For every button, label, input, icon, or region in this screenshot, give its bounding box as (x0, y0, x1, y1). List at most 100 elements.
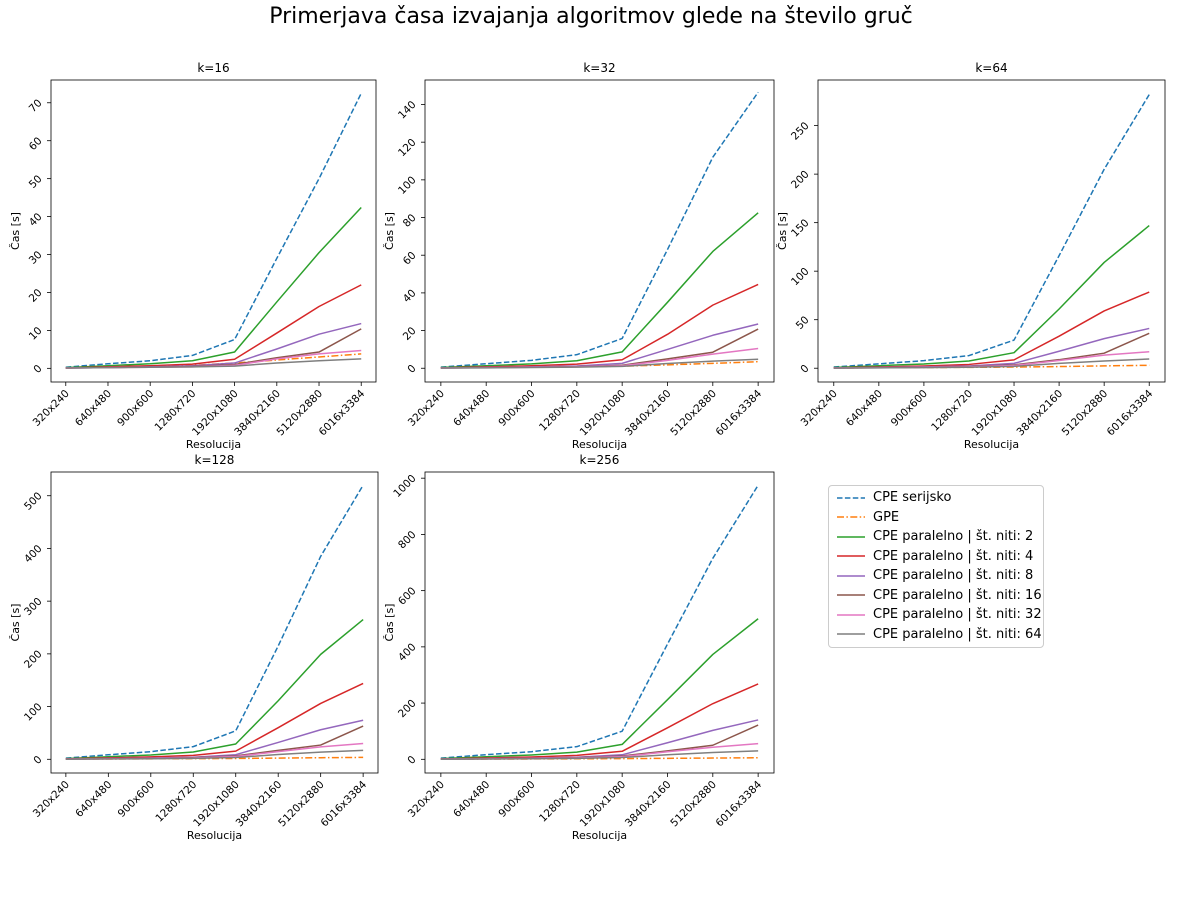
x-tick-label: 1280x720 (929, 388, 975, 434)
y-tick-label: 20 (401, 325, 419, 343)
y-tick-label: 800 (396, 529, 419, 552)
legend-entry: GPE (829, 508, 1043, 528)
x-tick-label: 640x480 (451, 779, 492, 820)
x-tick-label: 6016x3384 (319, 778, 370, 829)
y-tick-label: 80 (401, 212, 419, 230)
x-tick-label: 900x600 (116, 779, 157, 820)
x-tick-label: 1280x720 (537, 388, 583, 434)
y-tick-label: 100 (22, 701, 45, 724)
y-tick-label: 50 (794, 314, 812, 332)
chart-title: k=256 (580, 453, 620, 467)
chart-panel-2: k=64 0 50 100 150 200 250 320x240 640x480 900x600… (776, 61, 1166, 451)
x-tick-label: 3840x2160 (623, 779, 674, 830)
x-tick-label: 900x600 (496, 779, 537, 820)
plot-frame (50, 79, 377, 383)
y-tick-label: 150 (789, 217, 812, 240)
legend-label: CPE paralelno | št. niti: 2 (873, 529, 1034, 545)
x-tick-label: 6016x3384 (317, 387, 368, 438)
plot-frame (50, 471, 379, 774)
chart-panel-3: k=128 0 100 200 300 400 500 320x240 640x480 900x6… (9, 453, 379, 842)
chart-title: k=32 (583, 61, 615, 75)
plot-frame (424, 79, 775, 383)
x-tick-label: 1920x1080 (969, 388, 1020, 439)
series-line-7 (65, 749, 364, 760)
chart-title: k=128 (195, 453, 235, 467)
series-line-0 (65, 92, 362, 368)
y-tick-label: 0 (31, 754, 44, 767)
legend-entry: CPE paralelno | št. niti: 2 (829, 527, 1043, 547)
legend-swatch (837, 594, 865, 597)
series-line-7 (65, 358, 362, 369)
y-tick-label: 1000 (391, 473, 418, 500)
x-tick-label: 320x240 (406, 779, 447, 820)
y-tick-label: 40 (27, 211, 45, 229)
legend-label: CPE paralelno | št. niti: 16 (873, 587, 1042, 603)
legend-entry: CPE paralelno | št. niti: 16 (829, 586, 1043, 606)
legend-entry: CPE serijsko (829, 488, 1043, 508)
x-tick-label: 6016x3384 (714, 387, 765, 438)
x-axis-label: Resolucija (964, 438, 1019, 451)
y-axis-label: Čas [s] (383, 212, 396, 250)
legend-label: GPE (873, 509, 900, 525)
legend: CPE serijsko GPE CPE paralelno | št. niti:… (828, 485, 1044, 648)
x-tick-label: 1280x720 (153, 779, 199, 825)
y-tick-label: 200 (789, 168, 812, 191)
plot-frame (817, 79, 1166, 383)
legend-swatch (837, 496, 865, 499)
x-tick-label: 6016x3384 (1105, 387, 1156, 438)
legend-swatch (837, 555, 865, 558)
legend-entry: CPE paralelno | št. niti: 32 (829, 605, 1043, 625)
legend-label: CPE paralelno | št. niti: 32 (873, 607, 1042, 623)
series-line-3 (65, 284, 362, 369)
y-tick-label: 60 (401, 250, 419, 268)
x-tick-label: 1920x1080 (578, 779, 629, 830)
legend-swatch (837, 535, 865, 538)
y-tick-label: 140 (396, 99, 419, 122)
legend-swatch (837, 574, 865, 577)
series-line-7 (440, 750, 759, 760)
legend-label: CPE serijsko (873, 490, 952, 506)
x-tick-label: 900x600 (115, 388, 156, 429)
x-tick-label: 900x600 (496, 388, 537, 429)
x-tick-label: 1280x720 (537, 779, 583, 825)
x-tick-label: 640x480 (451, 388, 492, 429)
chart-panel-4: k=256 0 200 400 600 800 1000 320x240 640x480 900x… (383, 453, 775, 842)
legend-label: CPE paralelno | št. niti: 8 (873, 568, 1034, 584)
series-line-0 (440, 91, 759, 368)
legend-label: CPE paralelno | št. niti: 64 (873, 626, 1042, 642)
series-line-0 (65, 484, 364, 759)
x-tick-label: 5120x2880 (1060, 388, 1111, 439)
x-tick-label: 320x240 (406, 388, 447, 429)
y-tick-label: 400 (22, 543, 45, 566)
x-tick-label: 320x240 (799, 388, 840, 429)
legend-swatch (837, 516, 865, 519)
chart-panel-1: k=32 0 20 40 60 80 100 120 140 320x240 640x480 900x… (383, 61, 775, 451)
legend-label: CPE paralelno | št. niti: 4 (873, 548, 1034, 564)
legend-entry: CPE paralelno | št. niti: 64 (829, 625, 1043, 645)
x-tick-label: 900x600 (889, 388, 930, 429)
x-axis-label: Resolucija (186, 438, 241, 451)
y-axis-label: Čas [s] (776, 212, 789, 250)
y-tick-label: 60 (27, 135, 45, 153)
series-line-3 (440, 283, 759, 369)
figure-title: Primerjava časa izvajanja algoritmov gle… (269, 4, 913, 29)
series-line-2 (65, 206, 362, 369)
y-tick-label: 120 (396, 137, 419, 160)
y-tick-label: 400 (396, 641, 419, 664)
series-line-1 (833, 364, 1150, 369)
y-tick-label: 0 (31, 363, 44, 376)
x-axis-label: Resolucija (187, 829, 242, 842)
y-tick-label: 30 (27, 249, 45, 267)
series-line-7 (833, 358, 1150, 369)
legend-swatch (837, 613, 865, 616)
x-tick-label: 640x480 (73, 388, 114, 429)
plot-frame (424, 471, 775, 774)
series-line-2 (65, 619, 364, 760)
y-tick-label: 10 (27, 325, 45, 343)
y-axis-label: Čas [s] (383, 604, 396, 642)
y-axis-label: Čas [s] (9, 604, 22, 642)
y-tick-label: 50 (27, 173, 45, 191)
x-tick-label: 3840x2160 (623, 388, 674, 439)
series-line-2 (440, 212, 759, 369)
